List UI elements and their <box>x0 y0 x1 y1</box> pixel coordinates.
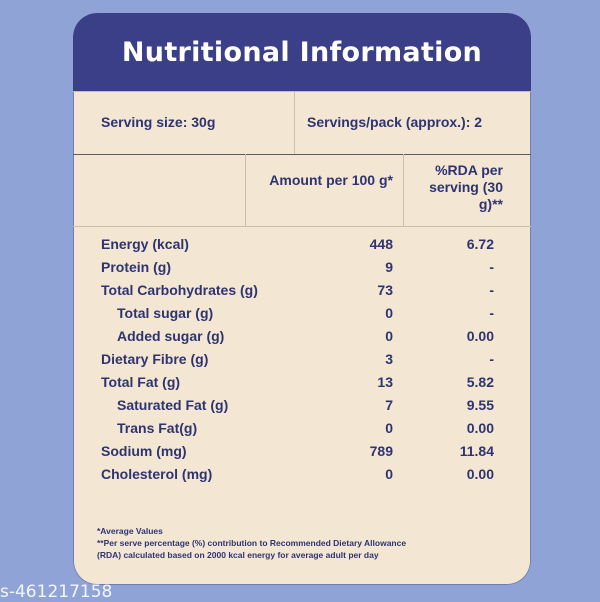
column-header-row: Amount per 100 g* %RDA per serving (30 g… <box>73 154 531 227</box>
page-title: Nutritional Information <box>121 36 483 68</box>
nutrient-rda: 5.82 <box>466 374 494 390</box>
nutrient-rda: - <box>489 259 494 275</box>
table-row: Dietary Fibre (g) 3 - <box>73 348 531 371</box>
table-row: Total Fat (g) 13 5.82 <box>73 371 531 394</box>
table-row: Trans Fat(g) 0 0.00 <box>73 417 531 440</box>
nutrient-amount: 73 <box>377 282 393 298</box>
nutrient-label: Total sugar (g) <box>117 305 214 321</box>
nutrient-rda: 9.55 <box>466 397 494 413</box>
table-row: Energy (kcal) 448 6.72 <box>73 233 531 256</box>
serving-divider <box>294 92 295 154</box>
nutrient-rda: 0.00 <box>466 466 494 482</box>
nutrient-label: Trans Fat(g) <box>117 420 198 436</box>
amount-column-header: Amount per 100 g* <box>269 172 393 188</box>
nutrient-label: Total Fat (g) <box>101 374 181 390</box>
nutrient-label: Added sugar (g) <box>117 328 225 344</box>
nutrient-amount: 13 <box>377 374 393 390</box>
nutrient-rda: - <box>489 305 494 321</box>
header-divider-1 <box>245 154 246 226</box>
nutrient-amount: 0 <box>385 305 393 321</box>
nutrient-rda: - <box>489 351 494 367</box>
nutrient-label: Protein (g) <box>101 259 171 275</box>
nutrient-amount: 448 <box>369 236 393 252</box>
nutrient-rda: 11.84 <box>459 443 494 459</box>
servings-per-pack: Servings/pack (approx.): 2 <box>307 114 483 130</box>
nutrient-amount: 3 <box>385 351 393 367</box>
table-row: Protein (g) 9 - <box>73 256 531 279</box>
footnotes: *Average Values **Per serve percentage (… <box>97 525 517 561</box>
table-row: Total sugar (g) 0 - <box>73 302 531 325</box>
card-header: Nutritional Information <box>73 13 531 91</box>
nutrient-amount: 9 <box>385 259 393 275</box>
nutrient-amount: 0 <box>385 420 393 436</box>
nutrient-amount: 0 <box>385 328 393 344</box>
nutrient-label: Dietary Fibre (g) <box>101 351 209 367</box>
nutrition-card: Nutritional Information Serving size: 30… <box>73 13 531 585</box>
footnote-average: *Average Values <box>97 526 163 536</box>
nutrient-amount: 789 <box>369 443 393 459</box>
nutrient-label: Saturated Fat (g) <box>117 397 229 413</box>
nutrient-amount: 0 <box>385 466 393 482</box>
serving-size: Serving size: 30g <box>101 114 216 130</box>
table-row: Sodium (mg) 789 11.84 <box>73 440 531 463</box>
nutrition-table: Serving size: 30g Servings/pack (approx.… <box>73 91 531 512</box>
nutrient-label: Total Carbohydrates (g) <box>101 282 258 298</box>
nutrient-rda: - <box>489 282 494 298</box>
nutrient-amount: 7 <box>385 397 393 413</box>
rda-column-header: %RDA per serving (30 g)** <box>429 162 503 212</box>
table-row: Saturated Fat (g) 7 9.55 <box>73 394 531 417</box>
nutrient-rda: 6.72 <box>466 236 494 252</box>
nutrient-rda: 0.00 <box>466 328 494 344</box>
footnote-rda: **Per serve percentage (%) contribution … <box>97 538 407 548</box>
table-row: Total Carbohydrates (g) 73 - <box>73 279 531 302</box>
nutrient-rda: 0.00 <box>466 420 494 436</box>
serving-row: Serving size: 30g Servings/pack (approx.… <box>73 92 531 155</box>
nutrient-label: Energy (kcal) <box>101 236 189 252</box>
nutrient-label: Sodium (mg) <box>101 443 187 459</box>
header-divider-2 <box>403 154 404 226</box>
footnote-rda-cont: (RDA) calculated based on 2000 kcal ener… <box>97 550 379 560</box>
nutrient-label: Cholesterol (mg) <box>101 466 213 482</box>
watermark-id: s-461217158 <box>0 582 113 602</box>
table-row: Cholesterol (mg) 0 0.00 <box>73 463 531 486</box>
table-row: Added sugar (g) 0 0.00 <box>73 325 531 348</box>
